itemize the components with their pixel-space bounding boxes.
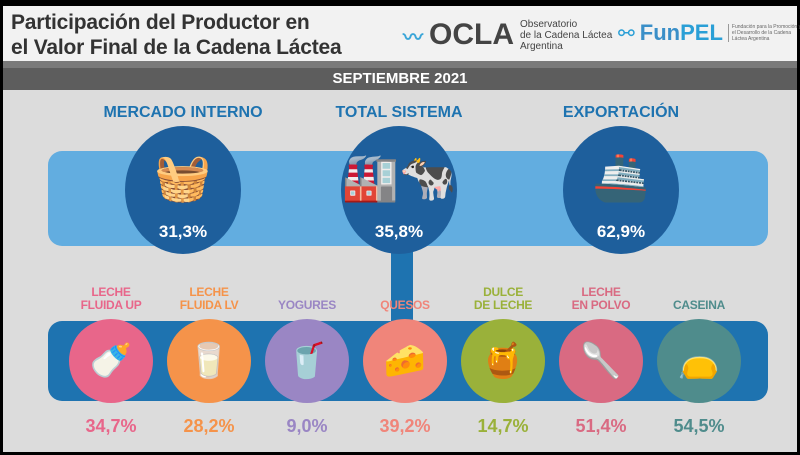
ocla-sub: Argentina [520, 40, 563, 52]
divider [3, 61, 797, 68]
milk-carton-icon: 🥛 [167, 319, 251, 403]
funpel-subtitle: Fundación para la Promoción y el Desarro… [727, 24, 800, 42]
label-line: FLUIDA LV [179, 298, 239, 312]
funpel-name: PEL [680, 20, 723, 45]
funpel-name: Fun [639, 20, 681, 45]
sack-icon: 👝 [657, 319, 741, 403]
section-value: 35,8% [374, 222, 424, 241]
label-line: QUESOS [380, 298, 430, 312]
product-value: 39,2% [379, 416, 431, 436]
section-circle: 🏭🐄 35,8% [341, 126, 457, 254]
period-banner: SEPTIEMBRE 2021 [3, 68, 797, 90]
label-line: LECHE [91, 285, 131, 299]
ocla-subtitle: Observatorio de la Cadena Láctea Argentina [520, 19, 612, 52]
label-line: CASEINA [673, 298, 725, 312]
network-nodes-icon: ⚯ [618, 22, 635, 45]
ocla-logo: 〰 OCLA Observatorio de la Cadena Láctea Ar… [403, 18, 612, 52]
milk-bottle-icon: 🍼 [69, 319, 153, 403]
funpel-logo: ⚯ FunPEL Fundación para la Promoción y e… [618, 20, 800, 46]
title-line: el Valor Final de la Cadena Láctea [11, 36, 342, 59]
product-label: QUESOS [355, 286, 455, 312]
ocla-sub: de la Cadena Láctea [520, 29, 613, 41]
product-label: CASEINA [649, 286, 749, 312]
label-line: FLUIDA UP [80, 298, 142, 312]
section-circle: 🚢 62,9% [563, 126, 679, 254]
label-line: DE LECHE [473, 298, 533, 312]
page-title: Participación del Productor en el Valor F… [11, 10, 342, 60]
wave-icon: 〰 [403, 26, 423, 49]
section-value: 31,3% [158, 222, 208, 241]
label-line: YOGURES [278, 298, 336, 312]
label-line: EN POLVO [571, 298, 631, 312]
section-title: EXPORTACIÓN [562, 104, 680, 121]
header: Participación del Productor en el Valor F… [3, 6, 800, 61]
ocla-sub: Observatorio [520, 18, 578, 30]
section-circle: 🧺 31,3% [125, 126, 241, 254]
label-line: DULCE [483, 285, 523, 299]
product-value: 28,2% [183, 416, 235, 436]
product-value: 14,7% [477, 416, 529, 436]
section-title: MERCADO INTERNO [103, 104, 263, 121]
title-line: Participación del Productor en [11, 11, 310, 34]
product-value: 9,0% [286, 416, 328, 436]
product-label: YOGURES [257, 286, 357, 312]
section-value: 62,9% [596, 222, 646, 241]
product-value: 51,4% [575, 416, 627, 436]
cheese-icon: 🧀 [363, 319, 447, 403]
product-label: LECHE FLUIDA LV [159, 286, 259, 312]
jar-icon: 🍯 [461, 319, 545, 403]
label-line: LECHE [189, 285, 229, 299]
basket-icon: 🧺 [154, 151, 212, 203]
label-line: LECHE [581, 285, 621, 299]
product-label: DULCE DE LECHE [453, 286, 553, 312]
product-value: 54,5% [673, 416, 725, 436]
cargo-ship-icon: 🚢 [592, 151, 650, 203]
product-label: LECHE FLUIDA UP [61, 286, 161, 312]
product-label: LECHE EN POLVO [551, 286, 651, 312]
section-title: TOTAL SISTEMA [335, 104, 463, 121]
factory-cow-icon: 🏭🐄 [341, 151, 457, 203]
product-value: 34,7% [85, 416, 137, 436]
connector [391, 246, 413, 326]
spoon-powder-icon: 🥄 [559, 319, 643, 403]
ocla-name: OCLA [429, 18, 514, 51]
infographic: Participación del Productor en el Valor F… [3, 6, 800, 452]
yogurt-cup-icon: 🥤 [265, 319, 349, 403]
